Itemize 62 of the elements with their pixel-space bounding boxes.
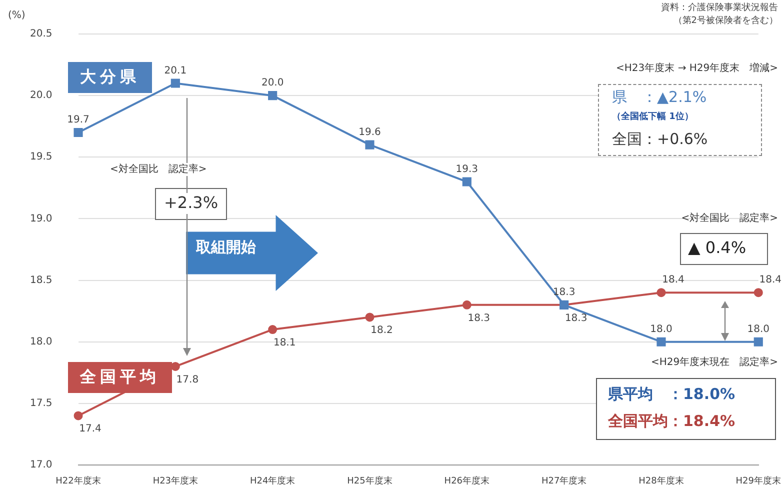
point	[754, 337, 763, 346]
y-tick-label: 17.5	[30, 398, 52, 410]
data-label: 18.0	[747, 324, 770, 335]
x-tick-label: H27年度末	[541, 476, 587, 487]
point	[365, 312, 374, 322]
annotation: 県 ：▲2.1%	[612, 88, 707, 108]
text: （第2号被保険者を含む）	[672, 16, 778, 28]
point	[656, 337, 666, 346]
y-tick-label: 17.0	[30, 460, 52, 471]
data-label: 19.7	[67, 114, 90, 126]
data-label: 18.4	[662, 274, 684, 286]
point	[462, 177, 472, 186]
data-label: 18.1	[273, 338, 296, 349]
point	[365, 140, 374, 150]
point	[74, 411, 83, 420]
x-tick-label: H29年度末	[736, 476, 782, 487]
point	[462, 300, 472, 310]
data-label: 18.0	[650, 324, 672, 335]
point	[754, 288, 763, 298]
x-tick-label: H26年度末	[444, 476, 490, 487]
data-label: 18.2	[370, 325, 393, 336]
y-axis-title: (%)	[8, 10, 26, 21]
point	[74, 128, 83, 138]
data-label: 18.3	[564, 312, 588, 324]
text: 資料：介護保険事業状況報告	[660, 3, 778, 15]
data-label: 19.6	[358, 126, 381, 138]
y-tick-label: 20.0	[30, 90, 52, 102]
data-label: 18.3	[552, 286, 576, 298]
series-label: 全国平均	[68, 362, 172, 393]
x-tick-label: H23年度末	[152, 476, 198, 487]
annotation: ▲ 0.4%	[688, 238, 746, 259]
data-label: 20.0	[261, 78, 284, 89]
data-label: 19.3	[456, 164, 478, 175]
annotation: <対全国比 認定率>	[680, 212, 778, 225]
x-tick-label: H24年度末	[250, 476, 296, 487]
annotation: （全国低下幅 1位）	[612, 112, 694, 124]
annotation: 全国：+0.6%	[612, 130, 708, 150]
annotation: +2.3%	[164, 193, 218, 214]
annotation: <H29年度末現在 認定率>	[650, 356, 778, 369]
series-label: 大分県	[68, 62, 152, 93]
annotation: 県平均 ：18.0%	[608, 385, 736, 404]
x-tick-label: H25年度末	[347, 476, 392, 487]
point	[268, 91, 278, 100]
x-tick-label: H28年度末	[638, 476, 684, 487]
data-label: 17.8	[176, 374, 199, 386]
annotation: 全国平均：18.4%	[608, 412, 736, 432]
data-label: 20.1	[164, 65, 187, 76]
point	[170, 78, 180, 88]
annotation: <H23年度末 → H29年度末 増減>	[615, 62, 778, 75]
data-label: 18.4	[759, 274, 782, 286]
y-tick-label: 19.5	[30, 152, 52, 163]
y-tick-label: 18.0	[30, 336, 52, 348]
y-tick-label: 18.5	[30, 274, 52, 286]
annotation: 取組開始	[196, 238, 256, 258]
data-label: 18.3	[468, 312, 490, 324]
data-label: 17.4	[79, 424, 102, 435]
point	[268, 325, 278, 334]
point	[656, 288, 666, 298]
y-tick-label: 19.0	[30, 213, 52, 224]
x-tick-label: H22年度末	[56, 476, 101, 487]
annotation: <対全国比 認定率>	[110, 163, 207, 176]
y-tick-label: 20.5	[30, 28, 52, 40]
